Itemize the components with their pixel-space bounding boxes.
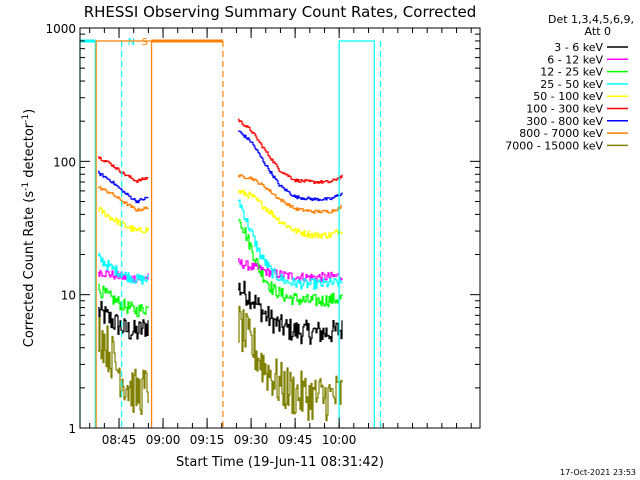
series-line-800-7000-kev-1 [98,186,149,212]
series-7000-15000-kev [98,305,343,422]
series-line-25-50-kev-1 [98,253,149,285]
legend-label: 100 - 300 keV [526,103,603,116]
series-line-7000-15000-kev-2 [238,305,343,422]
series-line-300-800-kev-1 [98,170,149,204]
series-line-100-300-kev-1 [98,156,149,184]
series-line-50-100-kev-1 [98,207,149,234]
axes-layer: 1 10 100 1000 08:45 09:00 09:15 09:30 09:45 10:00 [45,22,480,447]
series-line-3-6-kev-1 [98,300,149,340]
y-tick-label: 1000 [45,22,76,36]
series-line-6-12-kev-2 [238,258,343,282]
x-tick-label: 10:00 [322,433,357,447]
flag-label-n: N [128,37,135,48]
legend-label: 7000 - 15000 keV [505,139,603,152]
legend-label: 12 - 25 keV [540,66,603,79]
y-axis-label: Corrected Count Rate (s-1 detector-1) [21,109,37,347]
series-3-6-kev [98,280,343,345]
y-tick-label: 1 [68,422,76,436]
legend-label: 800 - 7000 keV [519,127,603,140]
y-axis-label-part-3: ) [22,109,37,114]
y-axis-label-part-1: Corrected Count Rate (s [22,191,37,348]
flag-n: N [79,37,382,428]
series-25-50-kev [98,199,343,290]
series-line-12-25-kev-1 [98,283,149,318]
series-100-300-kev [98,118,343,184]
legend-label: 300 - 800 keV [526,115,603,128]
x-tick-label: 09:00 [146,433,181,447]
x-tick-label: 09:45 [278,433,313,447]
legend-item-3-6-kev: 3 - 6 keV [554,41,628,54]
legend-header-line-2: Att 0 [585,25,611,38]
legend-label: 25 - 50 keV [540,78,603,91]
series-line-300-800-kev-2 [238,130,343,202]
chart-title: RHESSI Observing Summary Count Rates, Co… [84,3,477,21]
x-tick-label: 09:30 [234,433,269,447]
legend-label: 3 - 6 keV [554,41,603,54]
data-layer [98,118,343,422]
legend-item-12-25-kev: 12 - 25 keV [540,66,628,79]
legend-item-50-100-kev: 50 - 100 keV [533,90,628,103]
y-axis-label-part-2: detector [22,122,37,182]
legend-label: 6 - 12 keV [547,53,603,66]
x-tick-label: 08:45 [102,433,137,447]
series-line-100-300-kev-2 [238,118,343,184]
series-line-25-50-kev-2 [238,199,343,290]
x-axis-label: Start Time (19-Jun-11 08:31:42) [176,455,384,470]
flag-s: S [95,37,224,428]
series-line-3-6-kev-2 [238,280,343,345]
y-axis-label-exp-1: -1 [21,182,31,191]
legend-item-300-800-kev: 300 - 800 keV [526,115,628,128]
series-300-800-kev [98,130,343,204]
series-12-25-kev [98,219,343,318]
series-800-7000-kev [98,174,342,214]
series-line-50-100-kev-2 [238,189,343,239]
flag-box-s-1 [95,40,153,428]
series-line-800-7000-kev-2 [238,174,342,214]
legend-item-100-300-kev: 100 - 300 keV [526,103,628,116]
legend-item-7000-15000-kev: 7000 - 15000 keV [505,139,628,152]
y-tick-label: 100 [53,155,76,169]
legend-item-800-7000-kev: 800 - 7000 keV [519,127,628,140]
flag-label-s: S [142,37,148,48]
legend-header-line-1: Det 1,3,4,5,6,9, [548,13,634,26]
legend-item-6-12-kev: 6 - 12 keV [547,53,628,66]
series-line-12-25-kev-2 [238,219,343,308]
legend-item-25-50-kev: 25 - 50 keV [540,78,628,91]
timestamp: 17-Oct-2021 23:53 [560,468,636,477]
series-50-100-kev [98,189,343,239]
series-line-7000-15000-kev-1 [98,317,149,415]
legend-label: 50 - 100 keV [533,90,603,103]
flag-box-n-2 [338,40,375,428]
flag-box-n-1 [79,40,96,428]
y-tick-label: 10 [61,289,76,303]
y-axis-label-exp-2: -1 [21,114,31,123]
x-tick-label: 09:15 [190,433,225,447]
